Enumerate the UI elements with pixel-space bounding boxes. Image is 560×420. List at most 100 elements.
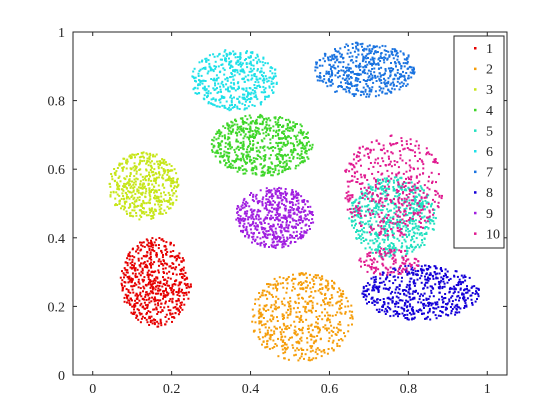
data-point <box>244 218 247 221</box>
data-point <box>272 316 275 319</box>
data-point <box>455 308 458 311</box>
data-point <box>157 302 159 305</box>
data-point <box>198 70 201 73</box>
data-point <box>242 145 245 148</box>
data-point <box>151 322 154 325</box>
data-point <box>331 347 333 350</box>
data-point <box>422 294 424 297</box>
data-point <box>268 326 271 329</box>
data-point <box>271 203 273 206</box>
data-point <box>140 202 143 205</box>
data-point <box>362 230 365 233</box>
data-point <box>378 46 381 49</box>
data-point <box>295 164 298 167</box>
data-point <box>336 345 339 347</box>
data-point <box>276 216 279 219</box>
data-point <box>249 158 252 161</box>
data-point <box>353 201 356 203</box>
data-point <box>279 331 282 334</box>
data-point <box>338 329 341 332</box>
data-point <box>408 66 411 69</box>
data-point <box>374 275 377 278</box>
data-point <box>258 322 261 325</box>
data-point <box>256 62 259 65</box>
data-point <box>260 221 263 224</box>
data-point <box>149 198 152 201</box>
data-point <box>127 299 130 302</box>
data-point <box>284 153 286 156</box>
data-point <box>133 308 135 311</box>
data-point <box>368 44 371 47</box>
data-point <box>384 45 387 48</box>
data-point <box>355 60 358 63</box>
data-point <box>368 90 371 93</box>
data-point <box>216 149 219 152</box>
data-point <box>266 331 269 334</box>
data-point <box>295 311 298 314</box>
data-point <box>252 315 255 318</box>
data-point <box>457 306 460 309</box>
data-point <box>247 222 250 225</box>
data-point <box>281 242 284 245</box>
data-point <box>282 245 285 248</box>
data-point <box>379 186 382 189</box>
data-point <box>237 206 240 209</box>
data-point <box>225 100 228 103</box>
data-point <box>285 198 288 201</box>
data-point <box>359 65 362 68</box>
data-point <box>270 161 273 164</box>
data-point <box>265 187 268 190</box>
data-point <box>315 348 318 351</box>
data-point <box>252 136 255 138</box>
data-point <box>233 160 236 162</box>
data-point <box>285 168 287 171</box>
data-point <box>263 164 266 167</box>
data-point <box>408 222 411 225</box>
data-point <box>412 220 414 223</box>
data-point <box>140 155 143 158</box>
data-point <box>388 219 391 222</box>
data-point <box>318 74 321 77</box>
data-point <box>362 236 365 239</box>
data-point <box>371 286 374 289</box>
data-point <box>117 187 120 190</box>
data-point <box>413 197 416 200</box>
data-point <box>206 94 209 97</box>
data-point <box>271 136 274 139</box>
data-point <box>243 159 246 162</box>
data-point <box>155 292 157 295</box>
data-point <box>241 77 244 80</box>
data-point <box>131 202 134 204</box>
data-point <box>242 199 245 202</box>
data-point <box>228 106 231 109</box>
data-point <box>295 334 298 337</box>
data-point <box>379 299 382 301</box>
data-point <box>263 172 266 175</box>
data-point <box>280 194 283 197</box>
data-point <box>168 163 171 166</box>
data-point <box>400 73 403 76</box>
data-point <box>143 301 146 304</box>
data-point <box>176 293 179 296</box>
data-point <box>145 162 148 165</box>
data-point <box>254 195 257 198</box>
data-point <box>301 221 304 224</box>
data-point <box>278 190 281 192</box>
data-point <box>268 124 271 127</box>
data-point <box>356 77 359 80</box>
data-point <box>273 277 276 280</box>
data-point <box>367 220 370 223</box>
data-point <box>276 123 279 126</box>
data-point <box>400 64 403 67</box>
data-point <box>332 339 335 342</box>
data-point <box>432 295 435 298</box>
data-point <box>258 77 261 80</box>
data-point <box>133 153 136 156</box>
data-point <box>197 72 200 75</box>
data-point <box>303 357 305 360</box>
data-point <box>411 317 414 320</box>
data-point <box>193 67 196 70</box>
data-point <box>124 268 127 271</box>
data-point <box>142 182 145 185</box>
data-point <box>406 60 409 63</box>
